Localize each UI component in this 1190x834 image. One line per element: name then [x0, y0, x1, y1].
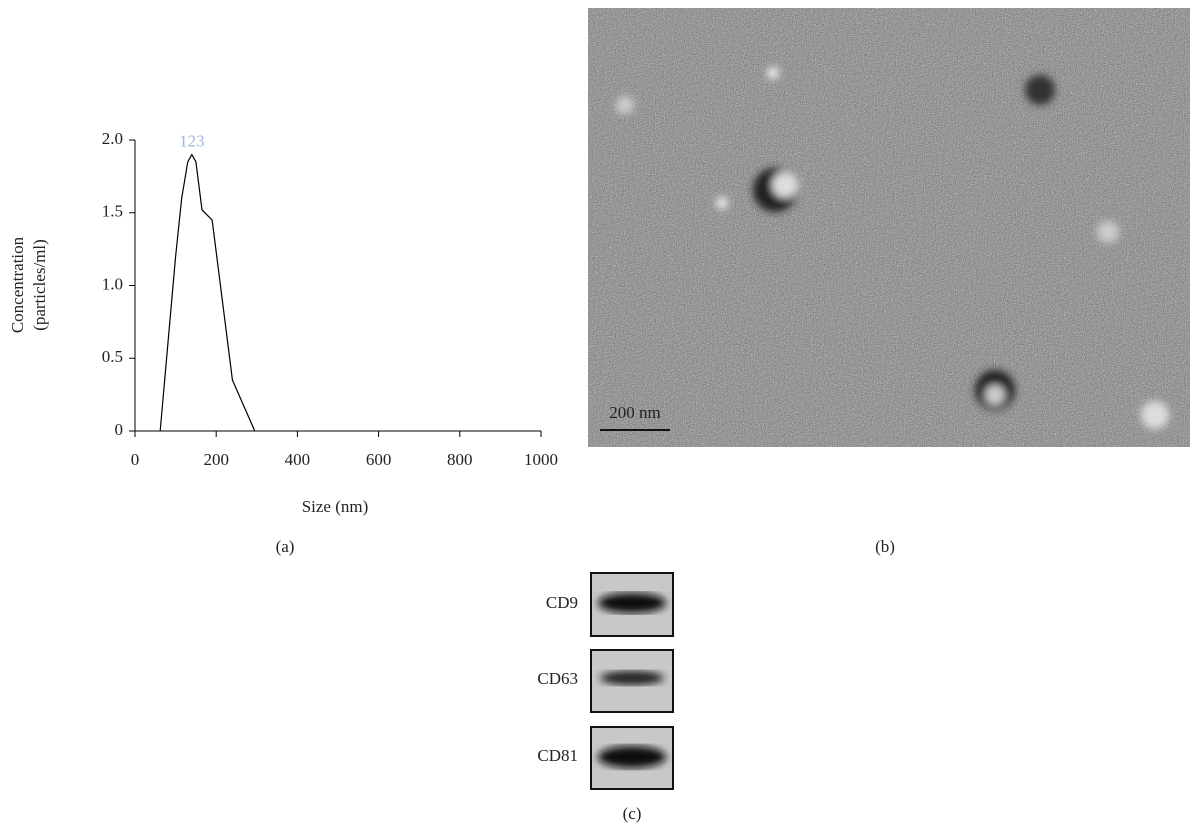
- panel-label: (a): [276, 537, 295, 556]
- y-axis-title-line: (particles/ml): [30, 239, 49, 331]
- y-tick-label: 0.5: [102, 347, 123, 366]
- y-axis-title-line: Concentration: [8, 236, 27, 333]
- y-tick-label: 0: [115, 420, 124, 439]
- y-axis-title: Concentration (particles/ml): [8, 236, 49, 333]
- tem-image: 200 nm: [588, 8, 1190, 447]
- x-tick-label: 600: [366, 450, 392, 469]
- peak-annotation: 123: [179, 131, 205, 150]
- x-tick-label: 0: [131, 450, 140, 469]
- blot-label: CD63: [537, 669, 578, 688]
- x-tick-label: 800: [447, 450, 473, 469]
- data-line: [159, 153, 256, 432]
- panel-label: (b): [875, 537, 895, 556]
- y-tick-label: 1.5: [102, 202, 123, 221]
- x-tick-label: 200: [203, 450, 229, 469]
- blot-label: CD9: [546, 593, 578, 612]
- y-tick-label: 1.0: [102, 274, 123, 293]
- x-tick-label: 400: [285, 450, 311, 469]
- scale-bar-label: 200 nm: [609, 403, 660, 422]
- x-tick-label: 1000: [524, 450, 558, 469]
- blot-label: CD81: [537, 746, 578, 765]
- western-blot: CD9 CD63 CD81: [537, 572, 674, 790]
- y-tick-label: 2.0: [102, 129, 123, 148]
- x-axis-title: Size (nm): [302, 497, 369, 516]
- panel-label: (c): [623, 804, 642, 823]
